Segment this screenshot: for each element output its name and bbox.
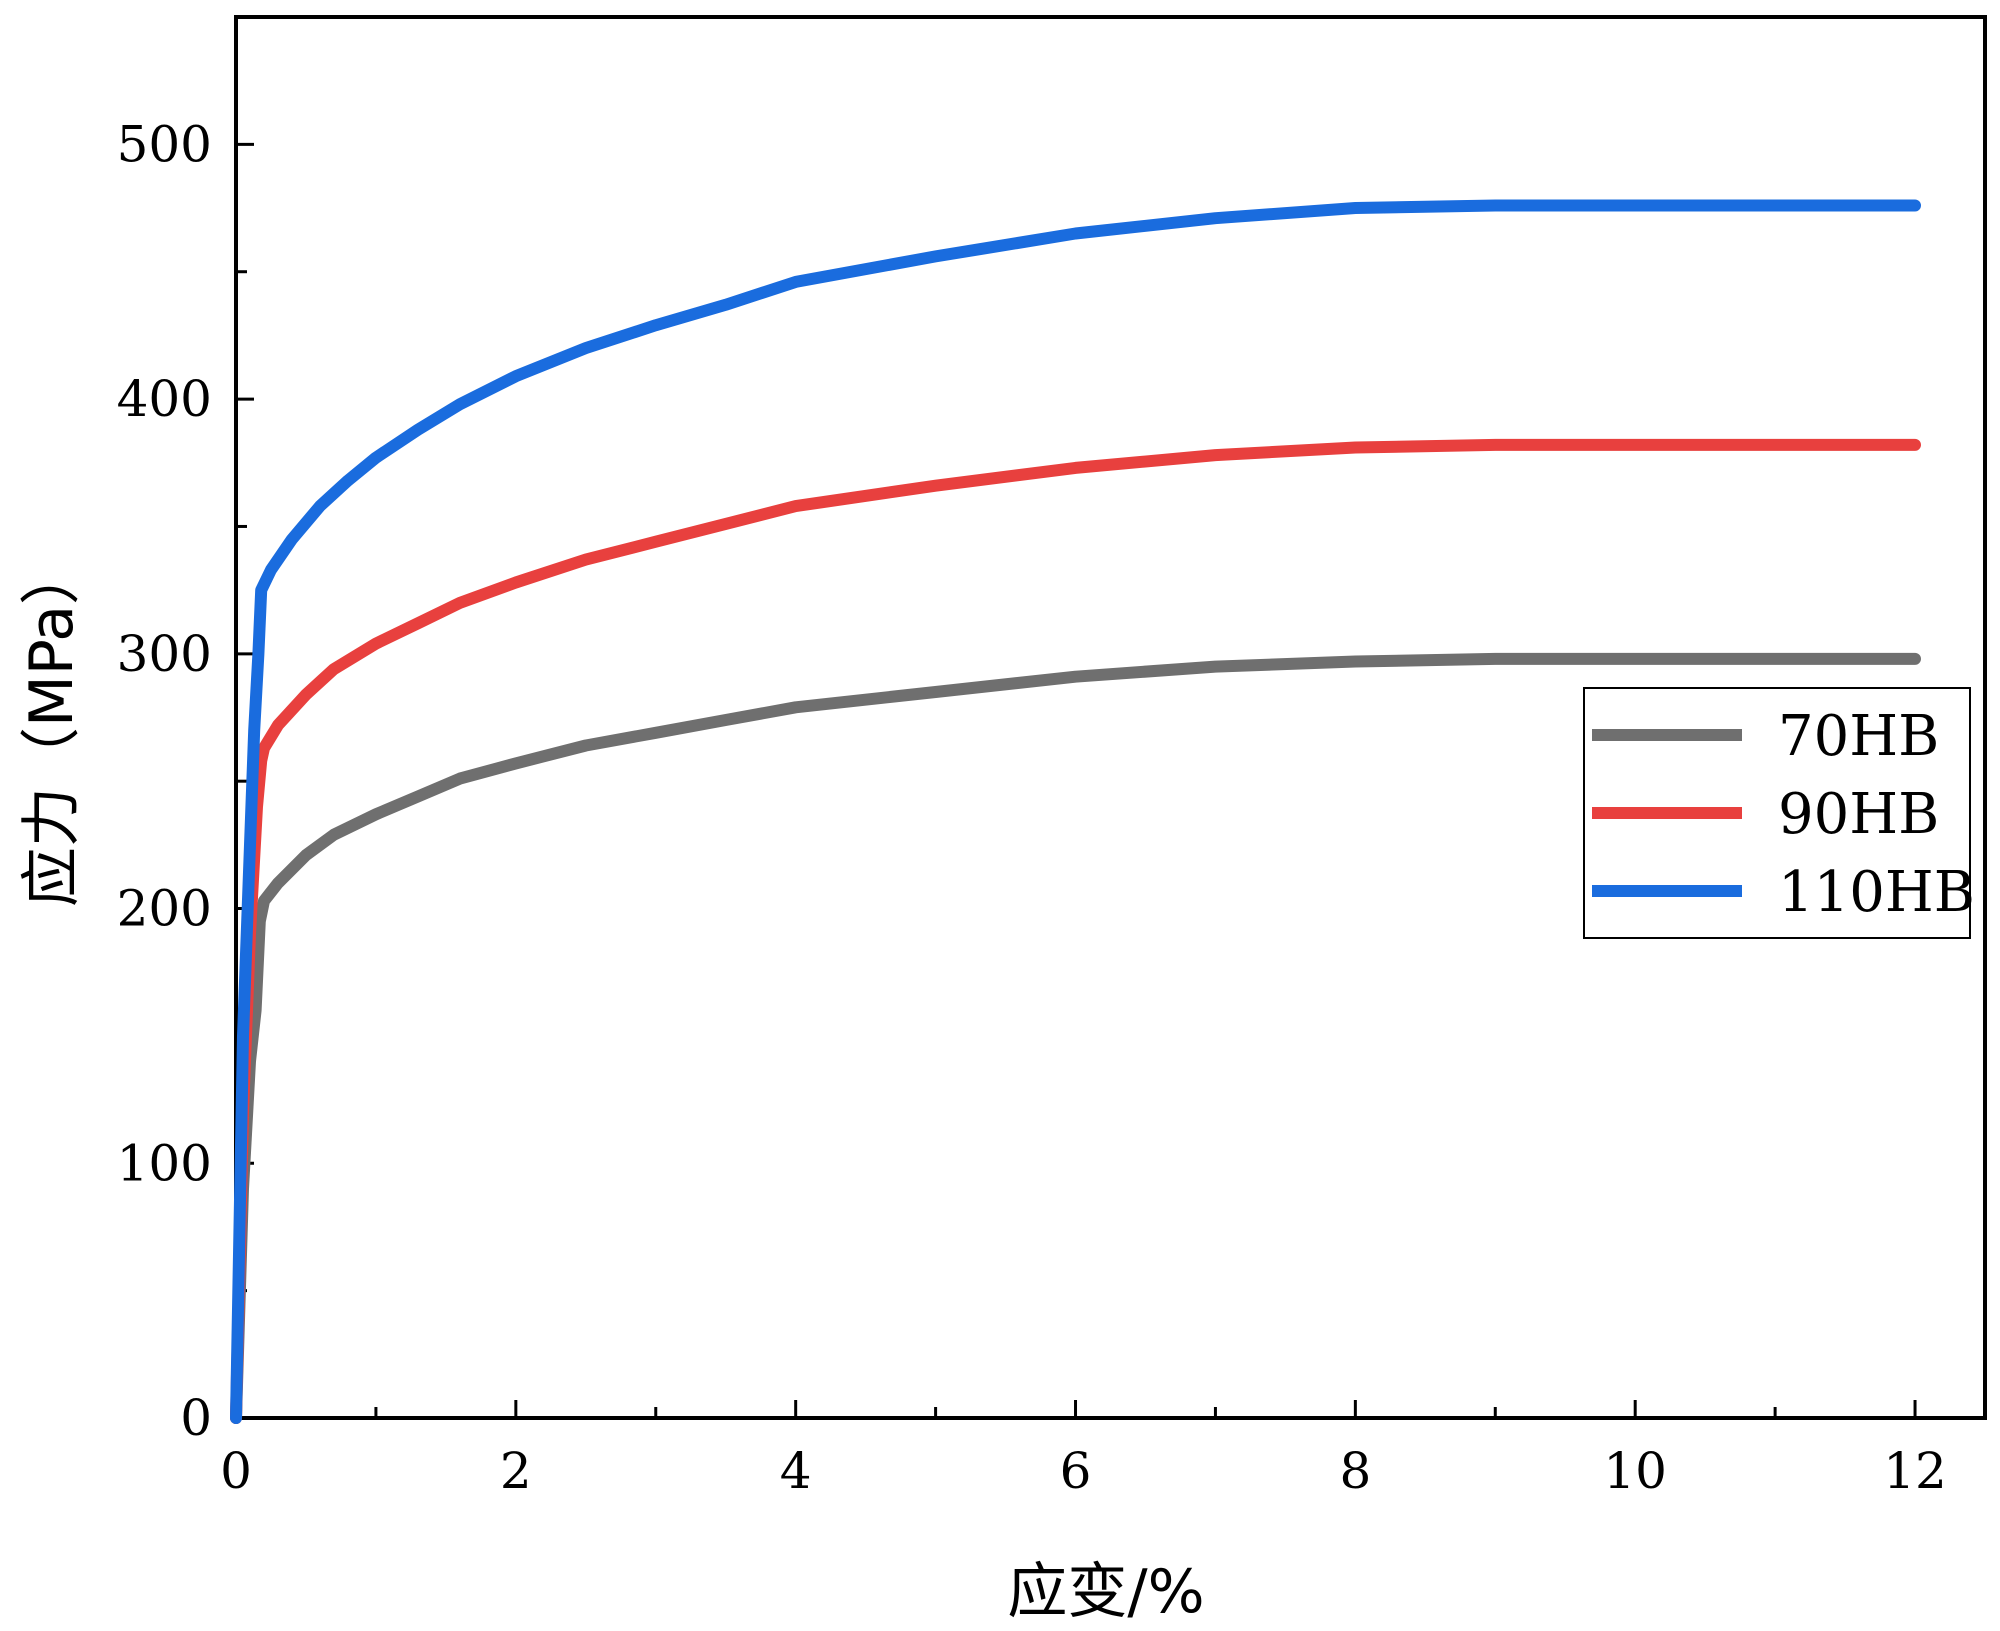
x-tick-label: 2 <box>500 1442 532 1500</box>
x-axis: 0 2 4 6 8 10 12 <box>220 1400 1947 1500</box>
legend-label-110HB: 110HB <box>1778 860 1975 925</box>
x-tick-label: 12 <box>1883 1442 1947 1500</box>
series-line-110HB <box>230 199 1921 1424</box>
y-axis-title: 应力（MPa） <box>17 545 87 907</box>
y-tick-label: 200 <box>117 880 212 938</box>
series-line-90HB <box>230 438 1921 1424</box>
series-line-70HB <box>230 652 1921 1424</box>
legend: 70HB 90HB 110HB <box>1583 687 1975 939</box>
plot-frame <box>234 15 1987 1420</box>
y-axis: 0 100 200 300 400 500 <box>117 15 254 1447</box>
x-tick-label: 8 <box>1339 1442 1371 1500</box>
x-tick-label: 6 <box>1060 1442 1092 1500</box>
series-group <box>230 199 1921 1424</box>
x-tick-label: 0 <box>220 1442 252 1500</box>
legend-label-70HB: 70HB <box>1778 704 1939 769</box>
y-tick-label: 100 <box>117 1134 212 1192</box>
x-tick-label: 10 <box>1603 1442 1667 1500</box>
x-tick-label: 4 <box>780 1442 812 1500</box>
y-tick-label: 500 <box>117 115 212 173</box>
legend-label-90HB: 90HB <box>1778 782 1939 847</box>
y-tick-label: 300 <box>117 625 212 683</box>
x-axis-title: 应变/% <box>1007 1557 1204 1627</box>
y-tick-label: 400 <box>117 370 212 428</box>
plot-area <box>234 15 1987 1420</box>
y-tick-label: 0 <box>180 1389 212 1447</box>
